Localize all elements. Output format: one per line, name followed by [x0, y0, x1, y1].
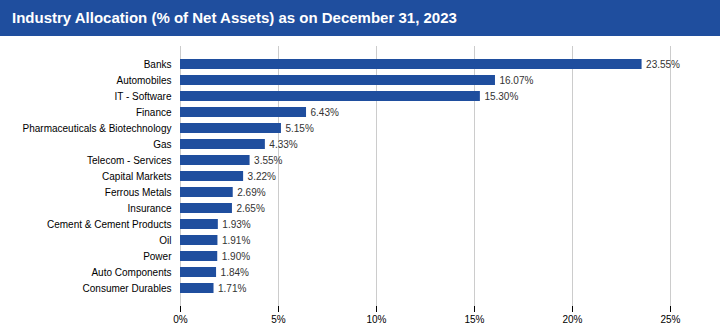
svg-text:5%: 5% [271, 314, 286, 325]
svg-text:Automobiles: Automobiles [116, 75, 171, 86]
svg-text:5.15%: 5.15% [285, 123, 313, 134]
svg-text:Gas: Gas [153, 139, 171, 150]
svg-text:IT - Software: IT - Software [114, 91, 171, 102]
svg-text:Cement & Cement Products: Cement & Cement Products [47, 219, 172, 230]
svg-text:1.93%: 1.93% [222, 219, 250, 230]
svg-text:Oil: Oil [159, 235, 171, 246]
svg-text:Power: Power [143, 251, 172, 262]
svg-text:4.33%: 4.33% [269, 139, 297, 150]
svg-text:1.84%: 1.84% [221, 267, 249, 278]
svg-text:Banks: Banks [144, 59, 172, 70]
svg-text:2.65%: 2.65% [236, 203, 264, 214]
svg-text:Auto Components: Auto Components [91, 267, 171, 278]
svg-text:Finance: Finance [136, 107, 172, 118]
svg-text:Insurance: Insurance [128, 203, 172, 214]
svg-text:3.55%: 3.55% [254, 155, 282, 166]
html-text:Industry Allocation (% of Net: Industry Allocation (% of Net Assets) as… [12, 9, 457, 26]
svg-text:25%: 25% [660, 314, 680, 325]
svg-text:1.91%: 1.91% [222, 235, 250, 246]
svg-text:15.30%: 15.30% [484, 91, 518, 102]
svg-text:16.07%: 16.07% [499, 75, 533, 86]
svg-text:Consumer Durables: Consumer Durables [83, 283, 172, 294]
svg-text:Telecom - Services: Telecom - Services [87, 155, 171, 166]
svg-text:Capital Markets: Capital Markets [102, 171, 171, 182]
svg-text:Pharmaceuticals & Biotechnolog: Pharmaceuticals & Biotechnology [23, 123, 172, 134]
svg-text:20%: 20% [562, 314, 582, 325]
svg-text:15%: 15% [464, 314, 484, 325]
svg-text:2.69%: 2.69% [237, 187, 265, 198]
svg-text:0%: 0% [173, 314, 188, 325]
svg-text:1.71%: 1.71% [218, 283, 246, 294]
svg-text:Ferrous Metals: Ferrous Metals [105, 187, 172, 198]
svg-text:6.43%: 6.43% [311, 107, 339, 118]
svg-text:10%: 10% [366, 314, 386, 325]
svg-text:1.90%: 1.90% [222, 251, 250, 262]
svg-text:3.22%: 3.22% [248, 171, 276, 182]
svg-text:23.55%: 23.55% [646, 59, 680, 70]
